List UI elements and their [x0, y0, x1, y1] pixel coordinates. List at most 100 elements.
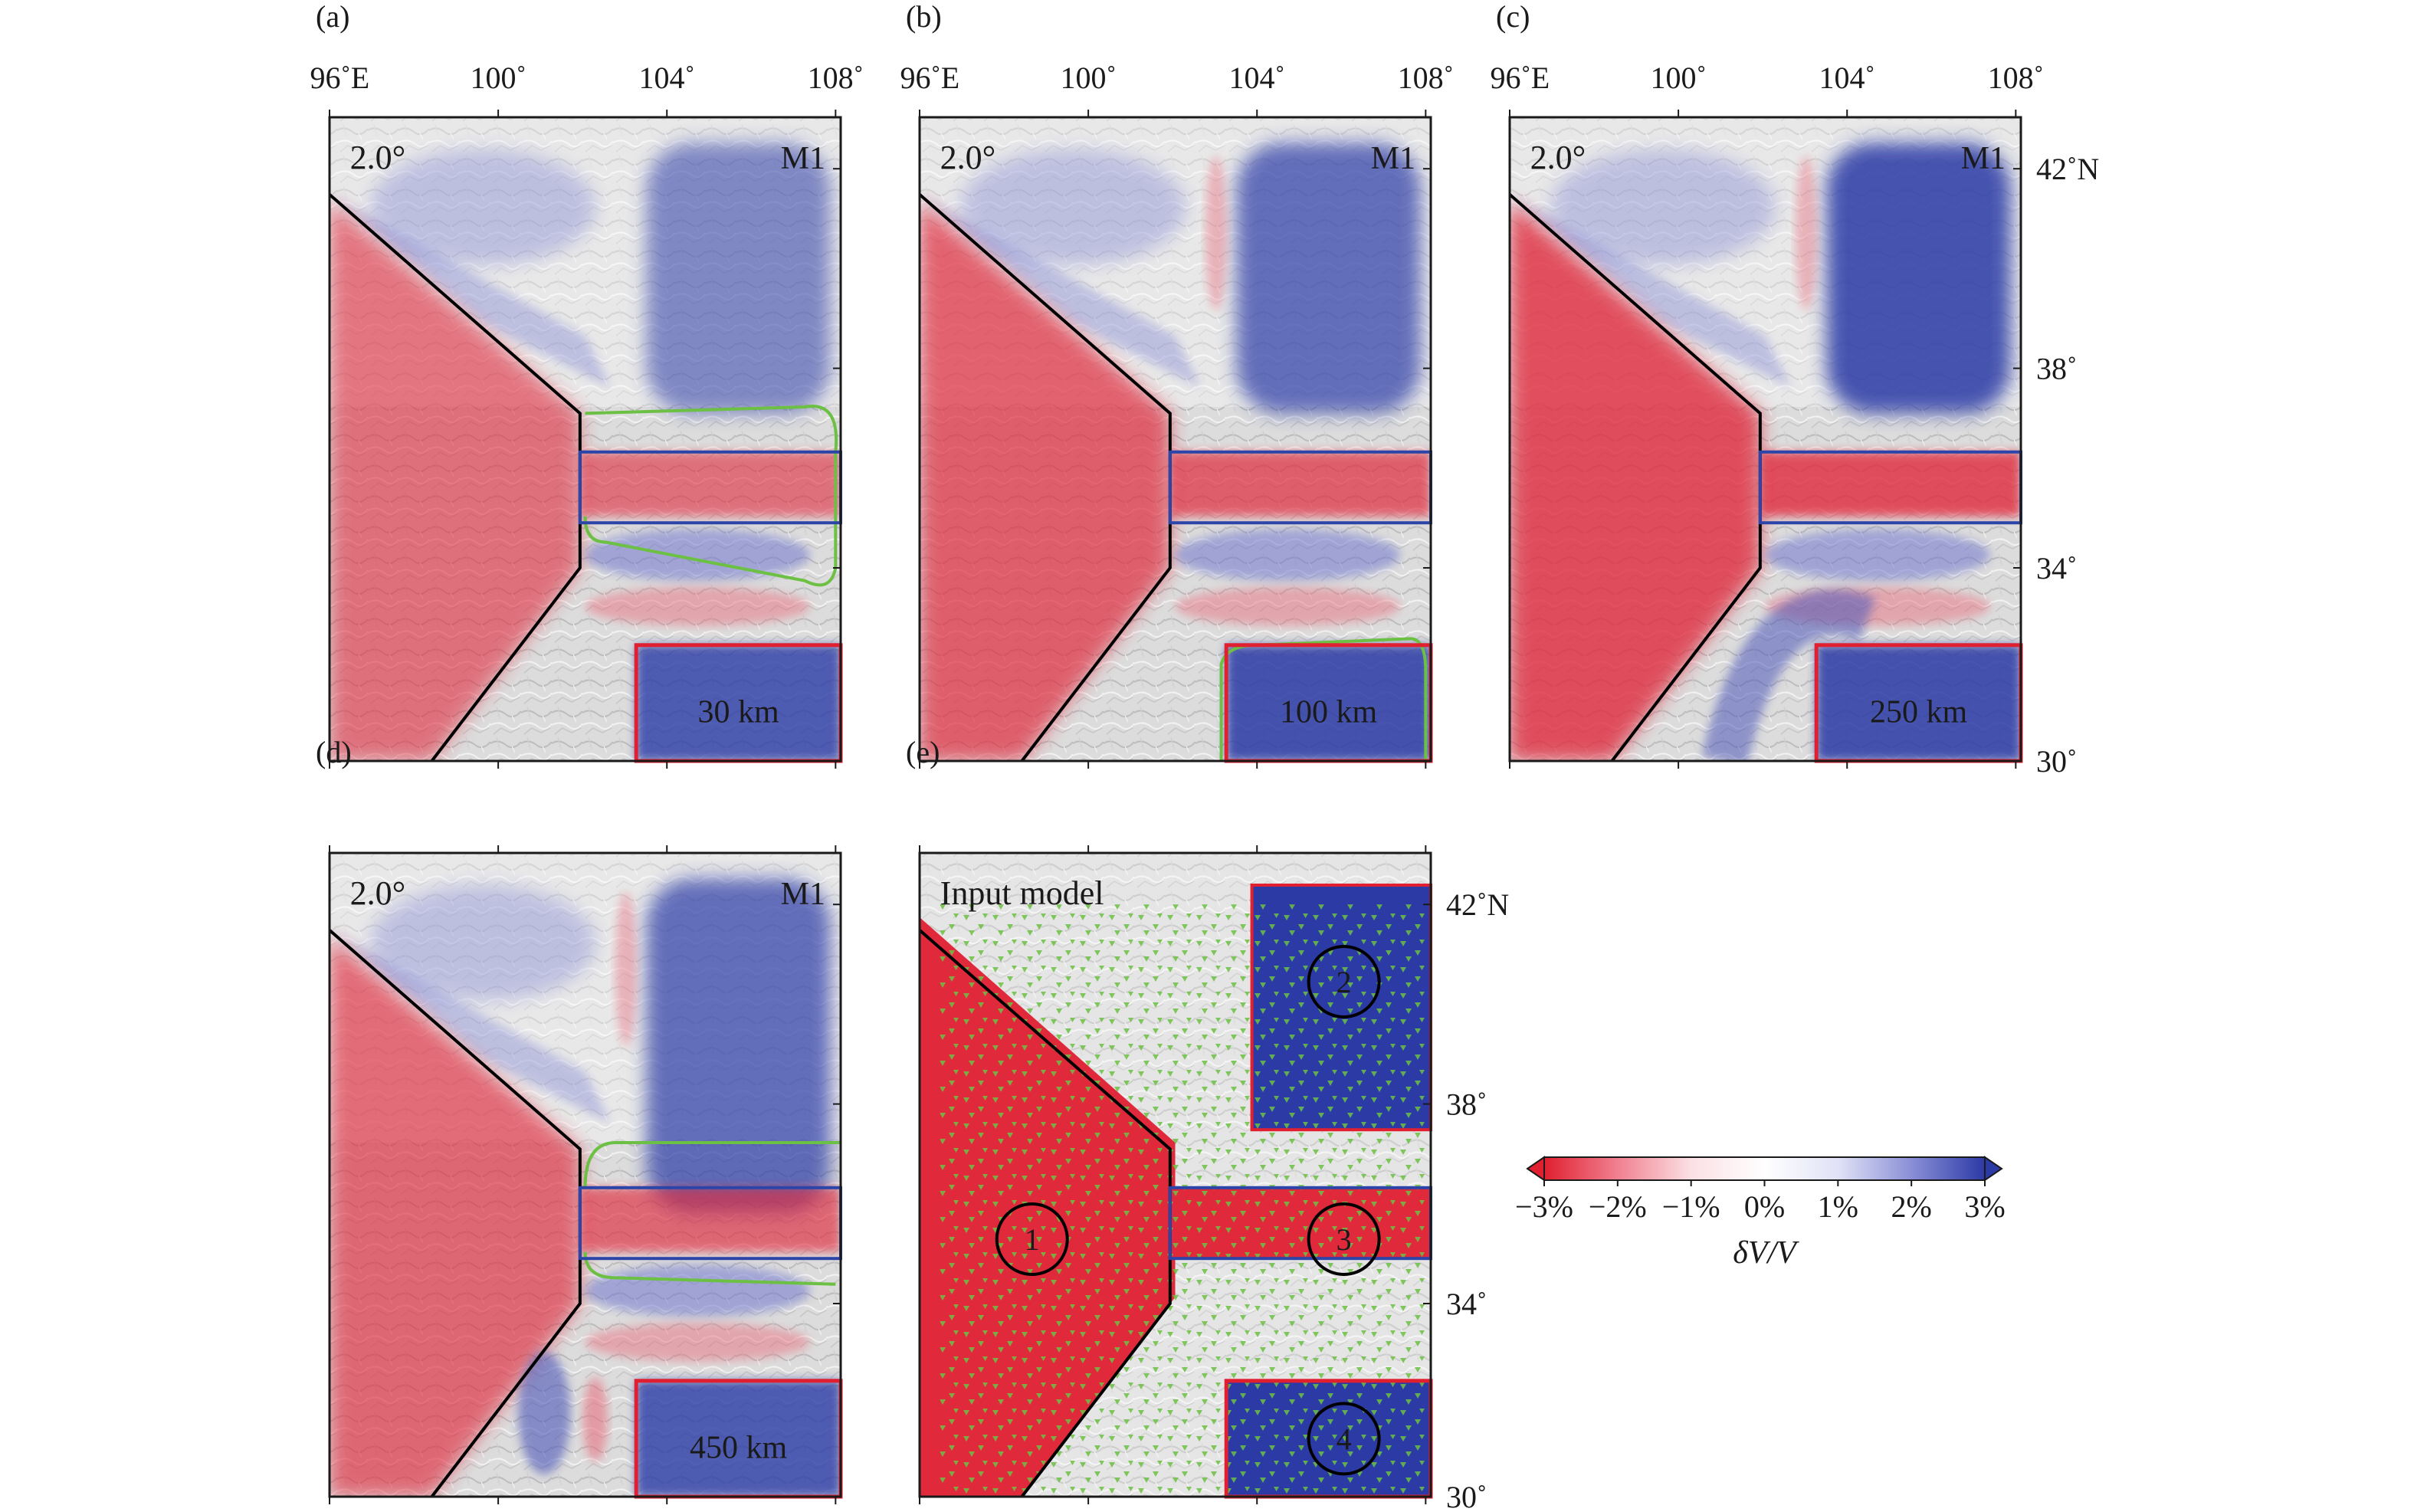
smearing-fast-south-band: [1175, 529, 1400, 581]
panel-corner-label: 2.0°: [940, 139, 996, 176]
smearing-fast-south-band: [585, 1264, 810, 1317]
latitude-tick-label: 34˚: [2036, 551, 2077, 585]
colorbar-tick-label: 3%: [1964, 1189, 2005, 1224]
map-area: [330, 117, 841, 761]
latitude-tick-label: 42˚N: [1446, 887, 1509, 922]
recovered-slow-band: [1169, 451, 1431, 517]
panel-frame: [918, 116, 1432, 763]
panel-frame: [328, 851, 842, 1498]
recovered-slow-wedge: [1510, 201, 1760, 761]
panel-letter: (e): [906, 735, 940, 769]
longitude-tick-label: 96˚E: [310, 61, 369, 95]
smearing-slow-streak: [615, 891, 637, 1046]
panel-corner-label: Input model: [940, 874, 1104, 912]
depth-label: 30 km: [698, 695, 780, 730]
recovered-fast-anomaly-north: [646, 143, 831, 414]
smearing-slow-streak: [1795, 156, 1817, 310]
latitude-tick-label: 30˚: [1446, 1480, 1487, 1512]
longitude-tick-label: 96˚E: [900, 61, 959, 95]
latitude-tick-label: 30˚: [2036, 744, 2077, 779]
smearing-slow-streak: [1205, 156, 1227, 310]
smearing-fast-northwest: [370, 149, 595, 266]
smearing-fast-band: [330, 930, 611, 1123]
map-area: [920, 117, 1431, 761]
smearing-fast-northwest: [370, 885, 595, 1002]
panel-a: (a) 2.0° M1 30 km 96˚E 100˚ 104˚ 108˚: [310, 0, 864, 769]
seismic-stations: [940, 904, 1431, 1497]
anomaly-circle: [1307, 1402, 1381, 1476]
anomaly-circle: [995, 1202, 1069, 1276]
colorbar-tick-label: 1%: [1818, 1189, 1858, 1224]
depth-label: 100 km: [1280, 695, 1378, 730]
smearing-fast-blob: [518, 1351, 571, 1474]
longitude-tick-label: 100˚: [1060, 61, 1116, 95]
depth-label: 250 km: [1870, 695, 1968, 730]
smearing-slow-stripe: [585, 1323, 810, 1362]
recovered-slow-band: [579, 451, 841, 517]
latitude-tick-label: 34˚: [1446, 1287, 1487, 1321]
smearing-fast-arc: [1701, 589, 1876, 761]
panel-corner-label: 2.0°: [1530, 139, 1586, 176]
anomaly-number: 3: [1337, 1222, 1352, 1257]
anomaly-circle: [1307, 945, 1381, 1018]
colorbar-right-arrow: [1984, 1156, 2003, 1182]
panel-c: (c) 2.0° M1 250 km 96˚E 100˚ 104˚ 108˚ 42˚N 38˚ 34…: [1490, 0, 2099, 779]
latitude-tick-label: 42˚N: [2036, 152, 2099, 186]
recovered-fast-anomaly-north: [646, 878, 831, 1214]
latitude-tick-label: 38˚: [2036, 352, 2077, 386]
recovered-slow-wedge: [920, 201, 1170, 761]
longitude-tick-label: 96˚E: [1490, 61, 1550, 95]
recovered-slow-band: [1760, 451, 2021, 517]
model-label: M1: [1371, 141, 1415, 176]
colorbar-title: δV/V: [1733, 1235, 1799, 1271]
panel-d: (d) 2.0° M1 450 km: [316, 735, 843, 1504]
smearing-fast-band: [1510, 194, 1791, 388]
model-label: M1: [781, 877, 825, 912]
panel-frame: [328, 116, 842, 763]
recovered-fast-anomaly-south: [1226, 644, 1431, 761]
anomaly-circle: [1307, 1202, 1381, 1276]
smearing-fast-south-band: [585, 529, 810, 581]
smearing-fast-northwest: [960, 149, 1186, 266]
longitude-tick-label: 104˚: [1229, 61, 1285, 95]
smearing-fast-band: [920, 194, 1201, 388]
colorbar-tick-label: −2%: [1589, 1189, 1647, 1224]
panel-letter: (b): [906, 0, 942, 34]
colorbar-tick-label: 0%: [1744, 1189, 1785, 1224]
longitude-tick-label: 104˚: [639, 61, 695, 95]
panel-corner-label: 2.0°: [350, 874, 406, 912]
longitude-tick-label: 108˚: [1398, 61, 1454, 95]
smearing-slow-blob: [582, 1377, 608, 1462]
panel-letter: (c): [1496, 0, 1530, 34]
recovered-slow-band: [579, 1187, 841, 1252]
panel-frame: [1508, 116, 2022, 763]
latitude-tick-label: 38˚: [1446, 1087, 1487, 1122]
panel-letter: (d): [316, 735, 352, 769]
smearing-fast-northwest: [1550, 149, 1776, 266]
smearing-slow-stripe: [585, 587, 810, 626]
recovered-fast-anomaly-north: [1826, 143, 2011, 414]
colorbar: −3% −2% −1% 0% 1% 2% 3% δV/V: [1515, 1156, 2006, 1271]
anomaly-number: 2: [1337, 965, 1352, 999]
model-label: M1: [781, 141, 825, 176]
longitude-tick-label: 100˚: [470, 61, 526, 95]
recovered-fast-anomaly-north: [1236, 143, 1421, 414]
panel-corner-label: 2.0°: [350, 139, 406, 176]
depth-label: 450 km: [690, 1431, 788, 1466]
panel-e: (e) Input model 1 2 3 4 42˚N 38˚ 34˚ 30˚: [906, 735, 1509, 1512]
longitude-tick-label: 108˚: [1988, 61, 2044, 95]
panel-frame: [918, 851, 1432, 1498]
map-area: [330, 853, 841, 1497]
colorbar-left-arrow: [1526, 1156, 1545, 1182]
longitude-tick-label: 104˚: [1819, 61, 1875, 95]
panel-letter: (a): [316, 0, 349, 34]
recovered-fast-anomaly-south: [636, 644, 841, 761]
map-area: [1510, 117, 2021, 761]
panel-b: (b) 2.0° M1 100 km 96˚E 100˚ 104˚ 108˚: [900, 0, 1454, 769]
smearing-fast-south-band: [1765, 529, 1990, 581]
smearing-fast-band: [330, 194, 611, 388]
anomaly-number: 1: [1025, 1222, 1040, 1257]
recovered-slow-wedge: [330, 936, 580, 1497]
model-label: M1: [1961, 141, 2006, 176]
